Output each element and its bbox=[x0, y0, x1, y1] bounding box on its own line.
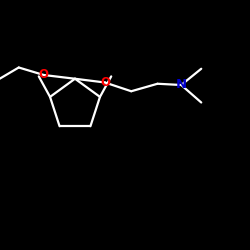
Text: O: O bbox=[39, 68, 49, 82]
Text: O: O bbox=[100, 76, 110, 89]
Text: N: N bbox=[176, 78, 187, 92]
